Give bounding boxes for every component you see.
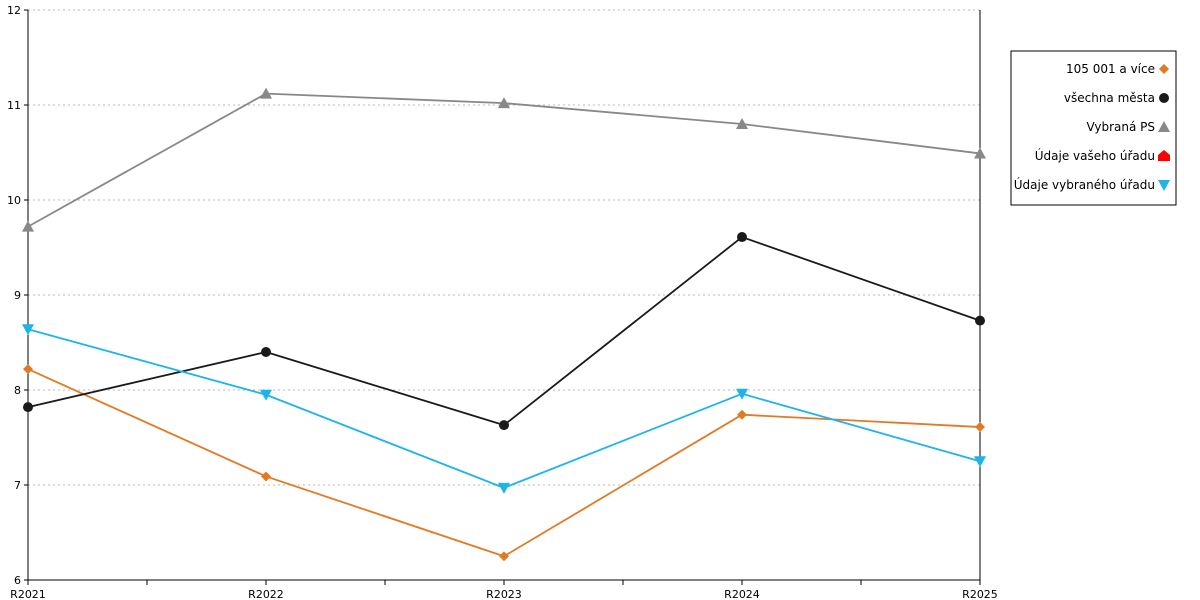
data-point	[22, 324, 34, 336]
legend-marker	[1159, 64, 1169, 74]
data-point	[23, 402, 33, 413]
data-point	[975, 315, 985, 326]
x-tick-label: R2025	[962, 588, 998, 600]
series-2	[22, 87, 986, 232]
data-point	[974, 147, 986, 159]
series-4	[22, 324, 986, 494]
series-line	[27, 368, 981, 558]
data-point	[736, 118, 748, 129]
y-tick-label: 7	[14, 479, 21, 492]
legend-entry-label: Vybraná PS	[1086, 120, 1155, 134]
legend-entry-label: Údaje vašeho úřadu	[1035, 148, 1155, 163]
x-tick-label: R2021	[10, 588, 46, 600]
y-tick-label: 10	[7, 194, 21, 207]
data-point	[975, 422, 985, 433]
y-tick-label: 11	[7, 99, 21, 112]
y-tick-label: 6	[14, 574, 21, 587]
data-point	[261, 471, 271, 482]
grid-lines	[28, 9, 980, 486]
x-tick-label: R2024	[724, 588, 760, 600]
legend-marker	[1158, 121, 1170, 132]
series-plot-area	[22, 87, 986, 562]
x-tick-label: R2022	[248, 588, 284, 600]
axes: 6 7 8 9 10 11 12 R2021 R2022 R2023 R2024 R2025	[7, 4, 998, 600]
legend-entry-label: všechna města	[1064, 91, 1155, 105]
legend: 105 001 a více všechna města Vybraná PS Úda…	[1010, 50, 1177, 206]
legend-entry-label: Údaje vybraného úřadu	[1014, 177, 1155, 192]
data-point	[736, 388, 748, 400]
series-line	[27, 328, 981, 489]
series-1	[23, 232, 985, 431]
legend-box	[1010, 50, 1177, 206]
series-line	[27, 92, 981, 228]
y-tick-label: 8	[14, 384, 21, 397]
legend-marker	[1159, 93, 1169, 103]
data-point	[974, 456, 986, 468]
data-point	[737, 232, 747, 243]
data-point	[23, 364, 33, 375]
y-tick-label: 12	[7, 4, 21, 17]
x-tick-label: R2023	[486, 588, 522, 600]
data-point	[737, 409, 747, 420]
data-point	[260, 389, 272, 401]
y-tick-label: 9	[14, 289, 21, 302]
legend-entry-label: 105 001 a více	[1066, 62, 1155, 76]
data-point	[260, 87, 272, 99]
data-point	[22, 220, 34, 232]
data-point	[499, 551, 509, 562]
data-point	[261, 347, 271, 357]
data-point	[499, 420, 509, 431]
series-0	[23, 364, 985, 562]
data-point	[498, 482, 510, 494]
series-line	[27, 236, 981, 427]
legend-marker	[1158, 180, 1170, 191]
data-point	[498, 97, 510, 109]
legend-marker	[1158, 150, 1170, 161]
